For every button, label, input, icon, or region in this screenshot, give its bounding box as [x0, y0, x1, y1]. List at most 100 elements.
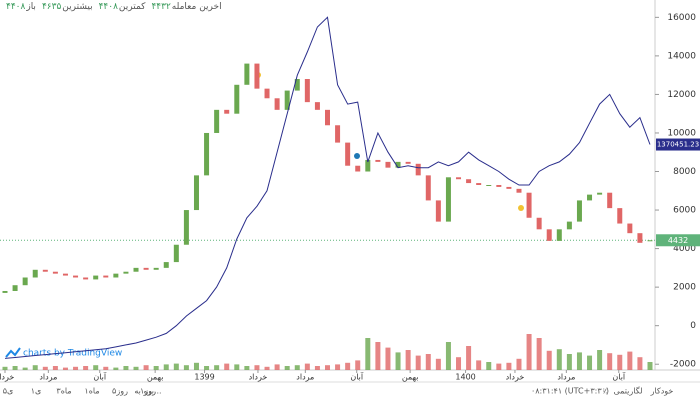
x-tick-label: خرداد — [506, 373, 525, 382]
x-tick-label: مرداد — [557, 373, 575, 382]
candle — [365, 159, 371, 172]
clock: ۰۸:۳۱:۴۱ (UTC+۳:۳۰) — [531, 387, 609, 396]
legend-value: ۴۴۳۲ — [151, 2, 171, 12]
y-tick-label: 12000 — [667, 90, 696, 100]
volume-bar — [83, 366, 89, 370]
candle — [284, 90, 290, 110]
y-tick-label: 6000 — [673, 206, 696, 216]
candle — [516, 188, 522, 193]
candle — [355, 165, 361, 172]
candle — [375, 159, 381, 162]
candle — [133, 267, 139, 272]
candle — [42, 269, 48, 272]
range-button[interactable]: ۵ی — [3, 387, 14, 396]
candle — [254, 63, 260, 89]
candle — [314, 102, 320, 110]
candle — [496, 185, 502, 187]
volume-bar — [183, 365, 189, 370]
x-tick-label: مرداد — [39, 373, 57, 382]
candle — [617, 208, 623, 224]
candle — [425, 175, 431, 201]
candle — [556, 229, 562, 241]
watermark: charts by TradingView — [5, 347, 122, 359]
candle — [486, 185, 492, 186]
candle — [546, 229, 552, 241]
candle — [597, 192, 603, 195]
range-button[interactable]: ۳ماه — [56, 387, 71, 396]
candle — [445, 177, 451, 222]
candle — [62, 273, 68, 276]
volume-bar — [445, 342, 451, 370]
x-tick-label: خرداد — [249, 373, 268, 382]
log-button[interactable]: لگاریتمی — [613, 386, 642, 396]
x-tick-label: مرداد — [296, 373, 314, 382]
volume-bar — [526, 334, 532, 370]
volume-bar — [163, 364, 169, 370]
candle — [385, 161, 391, 168]
x-tick-label: بهمن — [402, 373, 419, 382]
y-tick-label: 14000 — [667, 51, 696, 61]
range-button[interactable]: ۱روز — [140, 387, 156, 396]
x-tick-label: خرداد — [0, 373, 14, 382]
candle — [113, 273, 119, 278]
candle — [335, 125, 341, 143]
range-button[interactable]: ۱ی — [31, 387, 42, 396]
legend-box: آخرین معامله۴۴۳۲کمترین۴۴۰۸بیشترین۴۶۳۵باز… — [6, 2, 222, 12]
volume-bar — [113, 367, 119, 370]
volume-bar — [284, 366, 290, 370]
volume-bar — [385, 347, 391, 370]
auto-button[interactable]: خودکار — [650, 387, 674, 396]
volume-bar — [627, 351, 633, 370]
volume-bar — [52, 366, 58, 370]
volume-bar — [133, 366, 139, 370]
volume-bar — [647, 362, 653, 370]
range-button[interactable]: ۵روز — [112, 387, 128, 396]
candle — [566, 221, 572, 230]
volume-bar — [415, 355, 421, 370]
candle — [204, 132, 210, 176]
index-label: 1370451.23 — [657, 141, 699, 149]
volume-bar — [516, 358, 522, 370]
volume-bar — [103, 366, 109, 370]
volume-bar — [476, 360, 482, 370]
candle — [466, 179, 472, 184]
volume-bar — [546, 350, 552, 370]
legend-label: باز — [26, 2, 36, 12]
volume-bar — [73, 366, 79, 370]
volume-bar — [294, 365, 300, 370]
x-tick-label: آبان — [612, 372, 626, 382]
legend-label: آخرین معامله — [171, 2, 222, 12]
volume-bar — [435, 358, 441, 370]
goto-button[interactable]: برو به... — [134, 387, 161, 396]
volume-bar — [506, 362, 512, 370]
last-price-label: 4432 — [668, 236, 688, 245]
percent-button[interactable]: ٪ — [603, 387, 607, 396]
x-tick-label: آبان — [350, 372, 364, 382]
event-marker — [354, 153, 360, 159]
watermark-logo — [5, 347, 21, 358]
range-button[interactable]: ۱ماه — [84, 387, 99, 396]
volume-bar — [405, 350, 411, 370]
volume-bar — [395, 352, 401, 370]
x-tick-label: 1399 — [194, 373, 214, 382]
volume-bar — [425, 354, 431, 370]
index-line — [4, 16, 651, 359]
volume-bar — [244, 366, 250, 370]
event-marker — [518, 205, 524, 211]
y-tick-label: 0 — [690, 321, 696, 331]
y-tick-label: 8000 — [673, 167, 696, 177]
candle — [244, 63, 250, 85]
candle — [224, 109, 230, 114]
legend-value: ۴۴۰۸ — [98, 2, 118, 12]
candle — [73, 275, 79, 278]
x-tick-label: آبان — [93, 372, 107, 382]
volume-bar — [214, 365, 220, 370]
y-tick-label: 16000 — [667, 13, 696, 23]
candle — [32, 269, 38, 278]
candle — [52, 271, 58, 274]
volume-bar — [355, 360, 361, 370]
y-tick-label: 2000 — [673, 283, 696, 293]
candle — [536, 217, 542, 230]
candle — [395, 161, 401, 168]
volume-bar — [62, 367, 68, 370]
